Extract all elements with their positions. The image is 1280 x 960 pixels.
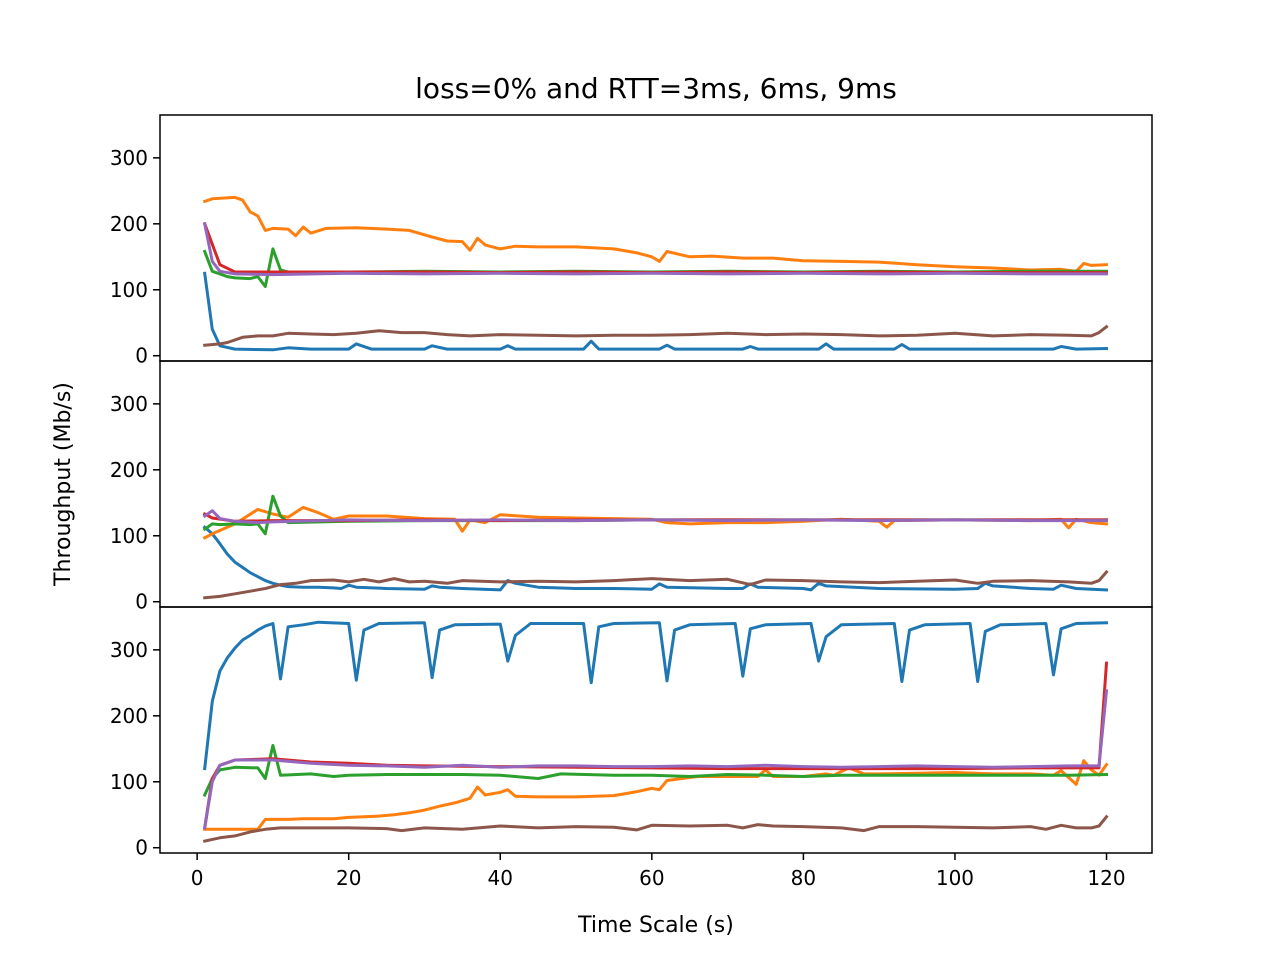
panel-3-series-6 [202,814,1109,843]
x-tick-label: 120 [1087,866,1125,890]
y-tick-label: 300 [110,638,148,662]
y-tick-label: 0 [135,590,148,614]
y-tick-label: 100 [110,524,148,548]
panel-1: 0 100 200 300 [110,114,1153,368]
panel-3-series-5 [202,689,1109,830]
panel-1-frame [159,114,1153,362]
x-tick-label: 20 [336,866,361,890]
x-tick-label: 40 [488,866,513,890]
panel-2-series-5 [202,509,1108,525]
y-axis-label: Throughput (Mb/s) [51,382,76,587]
panel-3-frame [159,606,1153,854]
x-tick-label: 0 [191,866,204,890]
panel-3-series-1 [203,620,1109,771]
y-tick-label: 300 [110,146,148,170]
y-tick-label: 200 [110,704,148,728]
panel-2-series-3 [202,494,1108,536]
panel-3-series-2 [203,759,1109,831]
y-tick-label: 0 [135,836,148,860]
panel-3-series-4 [202,661,1109,830]
panel-1-series-6 [203,324,1109,347]
y-tick-label: 200 [110,212,148,236]
panel-1-series-1 [203,271,1109,352]
panel-3: 0 100 200 300 0 20 40 60 80 100 120 [110,606,1153,890]
panel-1-series-4 [202,221,1108,275]
y-tick-label: 200 [110,458,148,482]
panel-2-frame [159,360,1153,608]
panel-1-series-2 [202,195,1109,273]
y-tick-label: 0 [135,344,148,368]
panel-1-series-5 [202,222,1108,277]
x-tick-label: 100 [936,866,974,890]
y-tick-label: 100 [110,278,148,302]
x-tick-label: 60 [639,866,664,890]
y-tick-label: 100 [110,770,148,794]
x-axis-label: Time Scale (s) [577,913,734,938]
panel-3-series-3 [202,744,1109,797]
panels: 0 100 200 300 0 100 200 300 0 100 200 300 0 20 40 60 80 1… [110,114,1153,890]
chart-title: loss=0% and RTT=3ms, 6ms, 9ms [415,72,897,105]
y-tick-label: 300 [110,392,148,416]
panel-2: 0 100 200 300 [110,360,1153,614]
panel-2-series-6 [203,569,1109,600]
x-tick-label: 80 [791,866,816,890]
